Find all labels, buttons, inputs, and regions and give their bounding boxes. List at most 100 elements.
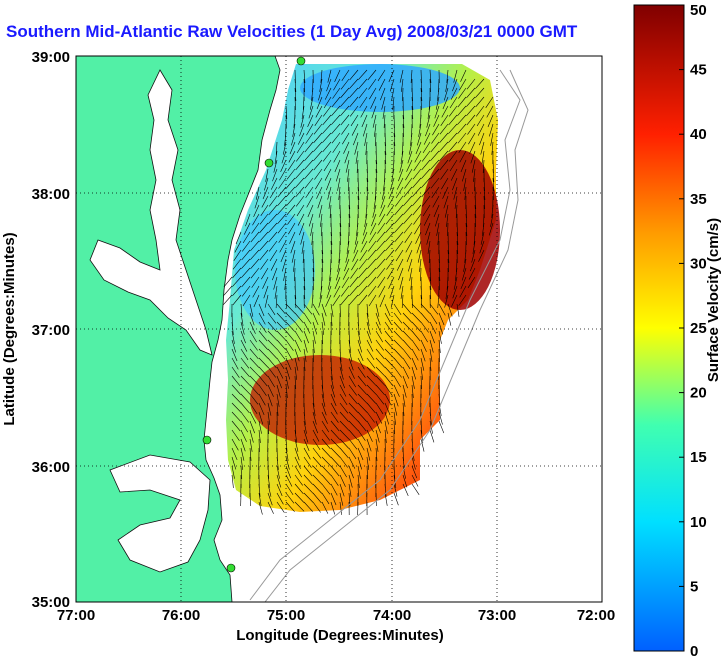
velocity-arrow xyxy=(303,348,307,362)
velocity-arrow xyxy=(340,96,350,107)
velocity-arrow xyxy=(420,312,430,324)
velocity-arrow xyxy=(277,204,287,215)
velocity-arrow xyxy=(333,78,341,91)
velocity-arrow xyxy=(366,312,370,326)
velocity-arrow xyxy=(251,276,260,288)
velocity-arrow xyxy=(491,204,494,218)
velocity-arrow xyxy=(231,375,241,387)
velocity-arrow xyxy=(249,402,258,415)
velocity-arrow xyxy=(375,348,385,360)
velocity-arrow xyxy=(259,249,269,261)
velocity-arrow xyxy=(375,447,378,461)
velocity-arrow xyxy=(324,168,332,181)
velocity-arrow xyxy=(268,204,278,216)
velocity-arrow xyxy=(232,258,242,270)
velocity-arrow xyxy=(264,177,269,191)
velocity-arrow xyxy=(339,447,349,459)
velocity-arrow xyxy=(447,240,450,254)
velocity-arrow xyxy=(396,258,404,271)
velocity-arrow xyxy=(348,402,359,413)
velocity-arrow xyxy=(303,429,309,443)
velocity-arrow xyxy=(408,141,413,155)
velocity-arrow xyxy=(240,321,245,335)
velocity-arrow xyxy=(402,123,404,137)
velocity-arrow xyxy=(393,402,398,416)
velocity-arrow xyxy=(258,501,263,515)
velocity-arrow xyxy=(420,420,423,434)
velocity-arrow xyxy=(232,276,242,287)
chesapeake-bay xyxy=(89,69,213,356)
velocity-arrow xyxy=(288,222,296,235)
velocity-arrow xyxy=(339,357,343,371)
velocity-arrow xyxy=(231,456,237,470)
velocity-arrow xyxy=(466,78,476,90)
velocity-arrow xyxy=(386,204,395,216)
velocity-arrow xyxy=(358,267,368,279)
velocity-arrow xyxy=(376,249,386,260)
velocity-arrow xyxy=(453,276,458,290)
velocity-arrow xyxy=(285,330,295,342)
velocity-arrow xyxy=(308,213,314,227)
velocity-arrow xyxy=(321,222,323,237)
velocity-arrow xyxy=(468,267,476,280)
velocity-arrow xyxy=(290,240,296,254)
velocity-arrow xyxy=(287,159,296,171)
velocity-arrow xyxy=(411,483,420,496)
velocity-arrow xyxy=(277,222,287,234)
velocity-arrow xyxy=(223,276,233,288)
velocity-arrow xyxy=(267,492,273,506)
velocity-arrow xyxy=(402,321,413,332)
velocity-arrow xyxy=(258,303,265,317)
velocity-arrow xyxy=(403,222,413,234)
x-axis-label: Longitude (Degrees:Minutes) xyxy=(236,627,444,644)
velocity-arrow xyxy=(384,141,387,155)
velocity-arrow xyxy=(321,240,324,254)
velocity-arrow xyxy=(321,492,330,505)
velocity-arrow xyxy=(439,132,449,144)
velocity-arrow xyxy=(348,483,352,497)
velocity-arrow xyxy=(393,474,397,488)
velocity-arrow xyxy=(303,339,308,353)
velocity-arrow xyxy=(303,447,311,460)
velocity-arrow xyxy=(317,195,323,209)
velocity-arrow xyxy=(398,267,404,281)
velocity-arrow xyxy=(321,501,329,514)
velocity-arrow xyxy=(420,438,425,452)
velocity-arrow xyxy=(384,402,391,416)
velocity-arrow xyxy=(411,357,418,371)
velocity-arrow xyxy=(447,249,450,263)
velocity-arrow xyxy=(423,132,431,145)
velocity-arrow xyxy=(294,357,299,371)
velocity-arrow xyxy=(334,159,341,173)
velocity-arrow xyxy=(420,294,423,308)
velocity-arrow xyxy=(258,402,265,416)
velocity-arrow xyxy=(421,168,431,179)
velocity-arrow xyxy=(348,204,351,218)
velocity-arrow xyxy=(303,276,306,290)
velocity-arrow xyxy=(322,132,332,143)
velocity-arrow xyxy=(240,375,251,386)
y-tick-label: 35:00 xyxy=(32,594,70,611)
velocity-arrow xyxy=(393,303,402,316)
velocity-arrow xyxy=(409,267,413,281)
velocity-arrow xyxy=(404,231,413,243)
velocity-arrow xyxy=(429,78,431,92)
velocity-arrow xyxy=(393,348,404,359)
velocity-arrow xyxy=(348,339,352,353)
velocity-arrow xyxy=(300,231,305,245)
velocity-arrow xyxy=(388,186,395,200)
velocity-arrow xyxy=(369,87,377,100)
velocity-arrow xyxy=(453,69,458,83)
velocity-arrow xyxy=(241,258,251,269)
velocity-arrow xyxy=(456,240,459,254)
velocity-arrow xyxy=(258,375,268,387)
velocity-arrow xyxy=(470,150,476,164)
velocity-arrow xyxy=(366,438,372,452)
velocity-arrow xyxy=(452,177,458,191)
velocity-arrow xyxy=(399,69,404,83)
velocity-arrow xyxy=(411,321,421,332)
velocity-arrow xyxy=(303,420,307,434)
velocity-arrow xyxy=(350,114,359,127)
velocity-arrow xyxy=(321,330,324,344)
velocity-arrow xyxy=(267,474,271,488)
